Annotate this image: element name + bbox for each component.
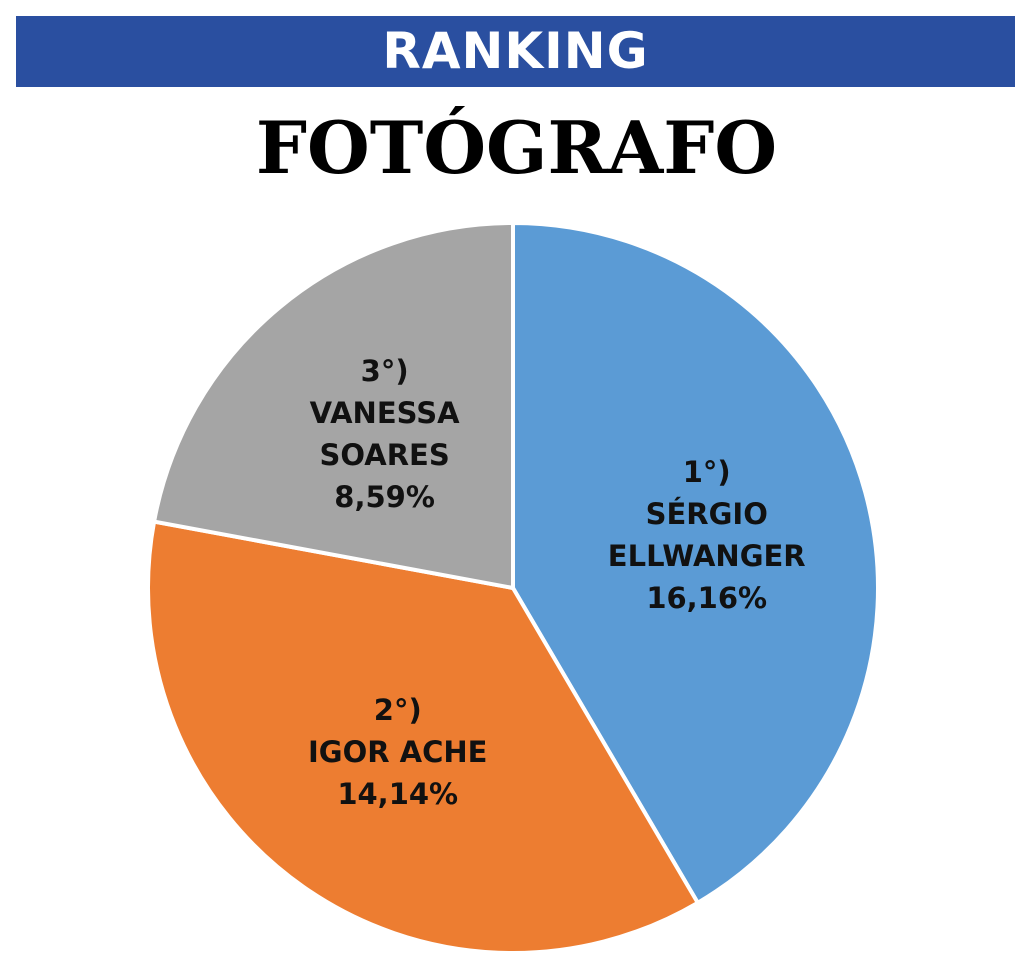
chart-title: FOTÓGRAFO	[255, 105, 778, 190]
pie-slice	[151, 220, 515, 591]
category: IGOR ACHE	[307, 735, 488, 770]
slice-label: 3°) VANESSA SOARES 8,59%	[250, 350, 520, 518]
pie-slice	[511, 220, 880, 906]
category: VANESSA SOARES	[309, 395, 460, 472]
category: SÉRGIO ELLWANGER	[607, 497, 806, 574]
slice-label: 1°) SÉRGIO ELLWANGER 16,16%	[572, 451, 842, 619]
value-label: 14,14%	[337, 777, 459, 812]
value-label: 16,16%	[646, 581, 768, 616]
pie-slice	[146, 519, 701, 955]
rank: 1°)	[682, 455, 731, 490]
slice-label: 2°) IGOR ACHE 14,14%	[263, 689, 533, 815]
header: RANKING	[16, 16, 1015, 87]
rank: 3°)	[360, 353, 409, 388]
rank: 2°)	[373, 693, 422, 728]
value-label: 8,59%	[334, 479, 435, 514]
